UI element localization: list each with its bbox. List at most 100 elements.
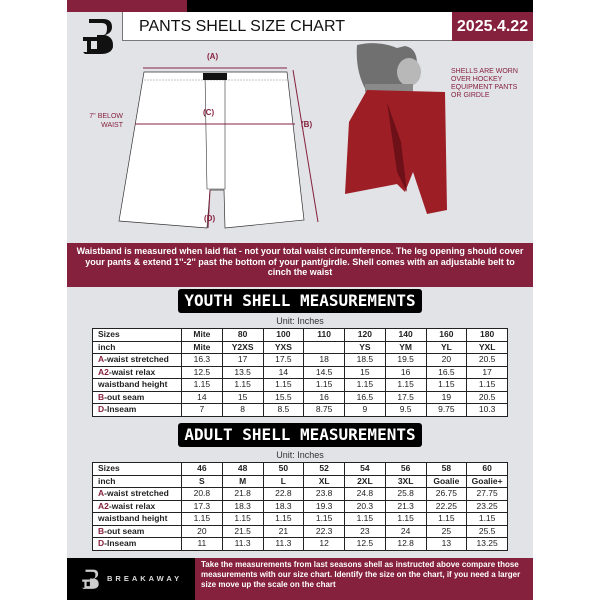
table-cell: 9.75 [425,403,468,417]
row-label: D-Inseam [92,537,182,551]
table-cell: 12.8 [384,537,427,551]
table-cell: 20.5 [466,390,508,404]
adult-unit: Unit: Inches [276,450,324,460]
table-cell: 17 [221,353,264,367]
table-row: A-waist stretched 20.8 21.8 22.8 23.8 24.8 25.… [92,487,508,501]
row-label-prefix: A [98,354,105,365]
table-cell: 15 [344,365,386,379]
table-cell: 1.15 [384,512,427,526]
table-cell: 1.15 [425,512,468,526]
table-cell: 1.15 [181,512,223,526]
table-row: inch S M L XL 2XL 3XL Goalie Goalie+ [92,474,508,488]
table-cell: 17.3 [181,499,223,513]
label-a: (A) [207,52,219,61]
table-cell: 16.5 [344,390,386,404]
table-cell: 21 [262,524,305,538]
table-cell: 15.5 [262,390,305,404]
table-cell: 25.5 [466,524,508,538]
row-label-text: Sizes [98,329,120,340]
table-cell: 180 [466,328,508,342]
table-cell: 24 [384,524,427,538]
pants-flat-drawing [118,67,319,229]
table-cell: 20 [425,353,468,367]
table-cell: 60 [466,462,508,476]
pants-diagram: (A) (C) (B) (D) 7'' BELOW WAIST SHELLS A… [67,42,533,242]
table-cell: 20 [181,524,223,538]
table-cell: 14 [181,390,223,404]
table-cell: S [181,474,223,488]
table-cell: 12.5 [181,365,223,379]
table-cell: 22.25 [425,499,468,513]
measurement-info: Waistband is measured when laid flat - n… [67,243,533,287]
table-row: B-out seam 20 21.5 21 22.3 23 24 25 25.5 [92,524,508,538]
youth-unit: Unit: Inches [276,316,324,326]
footer-logo [82,569,99,589]
row-label: inch [92,340,182,354]
table-cell: 8 [221,403,264,417]
row-label: Sizes [92,328,182,342]
table-cell: 16.3 [181,353,223,367]
row-label: inch [92,474,182,488]
table-cell: 24.8 [344,487,386,501]
table-cell: 25.8 [384,487,427,501]
row-label-text: Sizes [98,463,120,474]
row-label: waistband height [92,378,182,392]
table-cell: 18.3 [221,499,264,513]
row-label: A2-waist relax [92,365,182,379]
table-cell: 17 [466,365,508,379]
row-label-prefix: A2 [98,500,109,511]
table-cell: 25 [425,524,468,538]
table-cell: 48 [221,462,264,476]
page-title: PANTS SHELL SIZE CHART [122,12,452,41]
table-cell: 120 [344,328,386,342]
table-cell: 14 [262,365,305,379]
table-cell: Mite [181,340,223,354]
row-label: Sizes [92,462,182,476]
shell-note: SHELLS ARE WORN OVER HOCKEY EQUIPMENT PA… [451,68,518,99]
table-cell: 23.25 [466,499,508,513]
table-cell: 17.5 [384,390,427,404]
table-cell: 1.15 [344,378,386,392]
table-cell: 19.3 [303,499,345,513]
table-row: D-Inseam 7 8 8.5 8.75 9 9.5 9.75 10.3 [92,403,508,417]
row-label: A-waist stretched [92,487,182,501]
table-cell: 11.3 [262,537,305,551]
row-label-text: -out seam [104,391,145,402]
table-cell: 7 [181,403,223,417]
table-cell: 23 [344,524,386,538]
table-cell: 21.5 [221,524,264,538]
table-cell: 12.5 [344,537,386,551]
table-cell: YM [384,340,427,354]
table-cell: 56 [384,462,427,476]
table-cell: 16 [303,390,345,404]
table-cell: 160 [425,328,468,342]
table-cell: YXL [466,340,508,354]
label-d: (D) [204,214,216,223]
table-cell: L [262,474,305,488]
table-cell: Goalie+ [466,474,508,488]
table-cell: 140 [384,328,427,342]
table-cell: 19 [425,390,468,404]
table-cell: 110 [303,328,345,342]
table-cell: 1.15 [466,378,508,392]
table-cell: 1.15 [262,512,305,526]
table-cell: 22.3 [303,524,345,538]
table-cell: 14.5 [303,365,345,379]
table-cell: 1.15 [181,378,223,392]
row-label-prefix: D [98,404,105,415]
table-cell: 18.3 [262,499,305,513]
row-label-text: -Inseam [104,538,137,549]
table-cell: YXS [262,340,305,354]
row-label-text: -waist relax [108,366,156,377]
table-cell: 10.3 [466,403,508,417]
row-label-text: waistband height [98,379,168,390]
top-accent-bar [67,0,187,12]
table-cell: 1.15 [221,512,264,526]
table-cell: 13.25 [466,537,508,551]
row-label-prefix: B [98,391,105,402]
row-label-text: -out seam [104,525,145,536]
row-label: waistband height [92,512,182,526]
table-cell: Goalie [425,474,468,488]
row-label: A-waist stretched [92,353,182,367]
table-cell: 12 [303,537,345,551]
